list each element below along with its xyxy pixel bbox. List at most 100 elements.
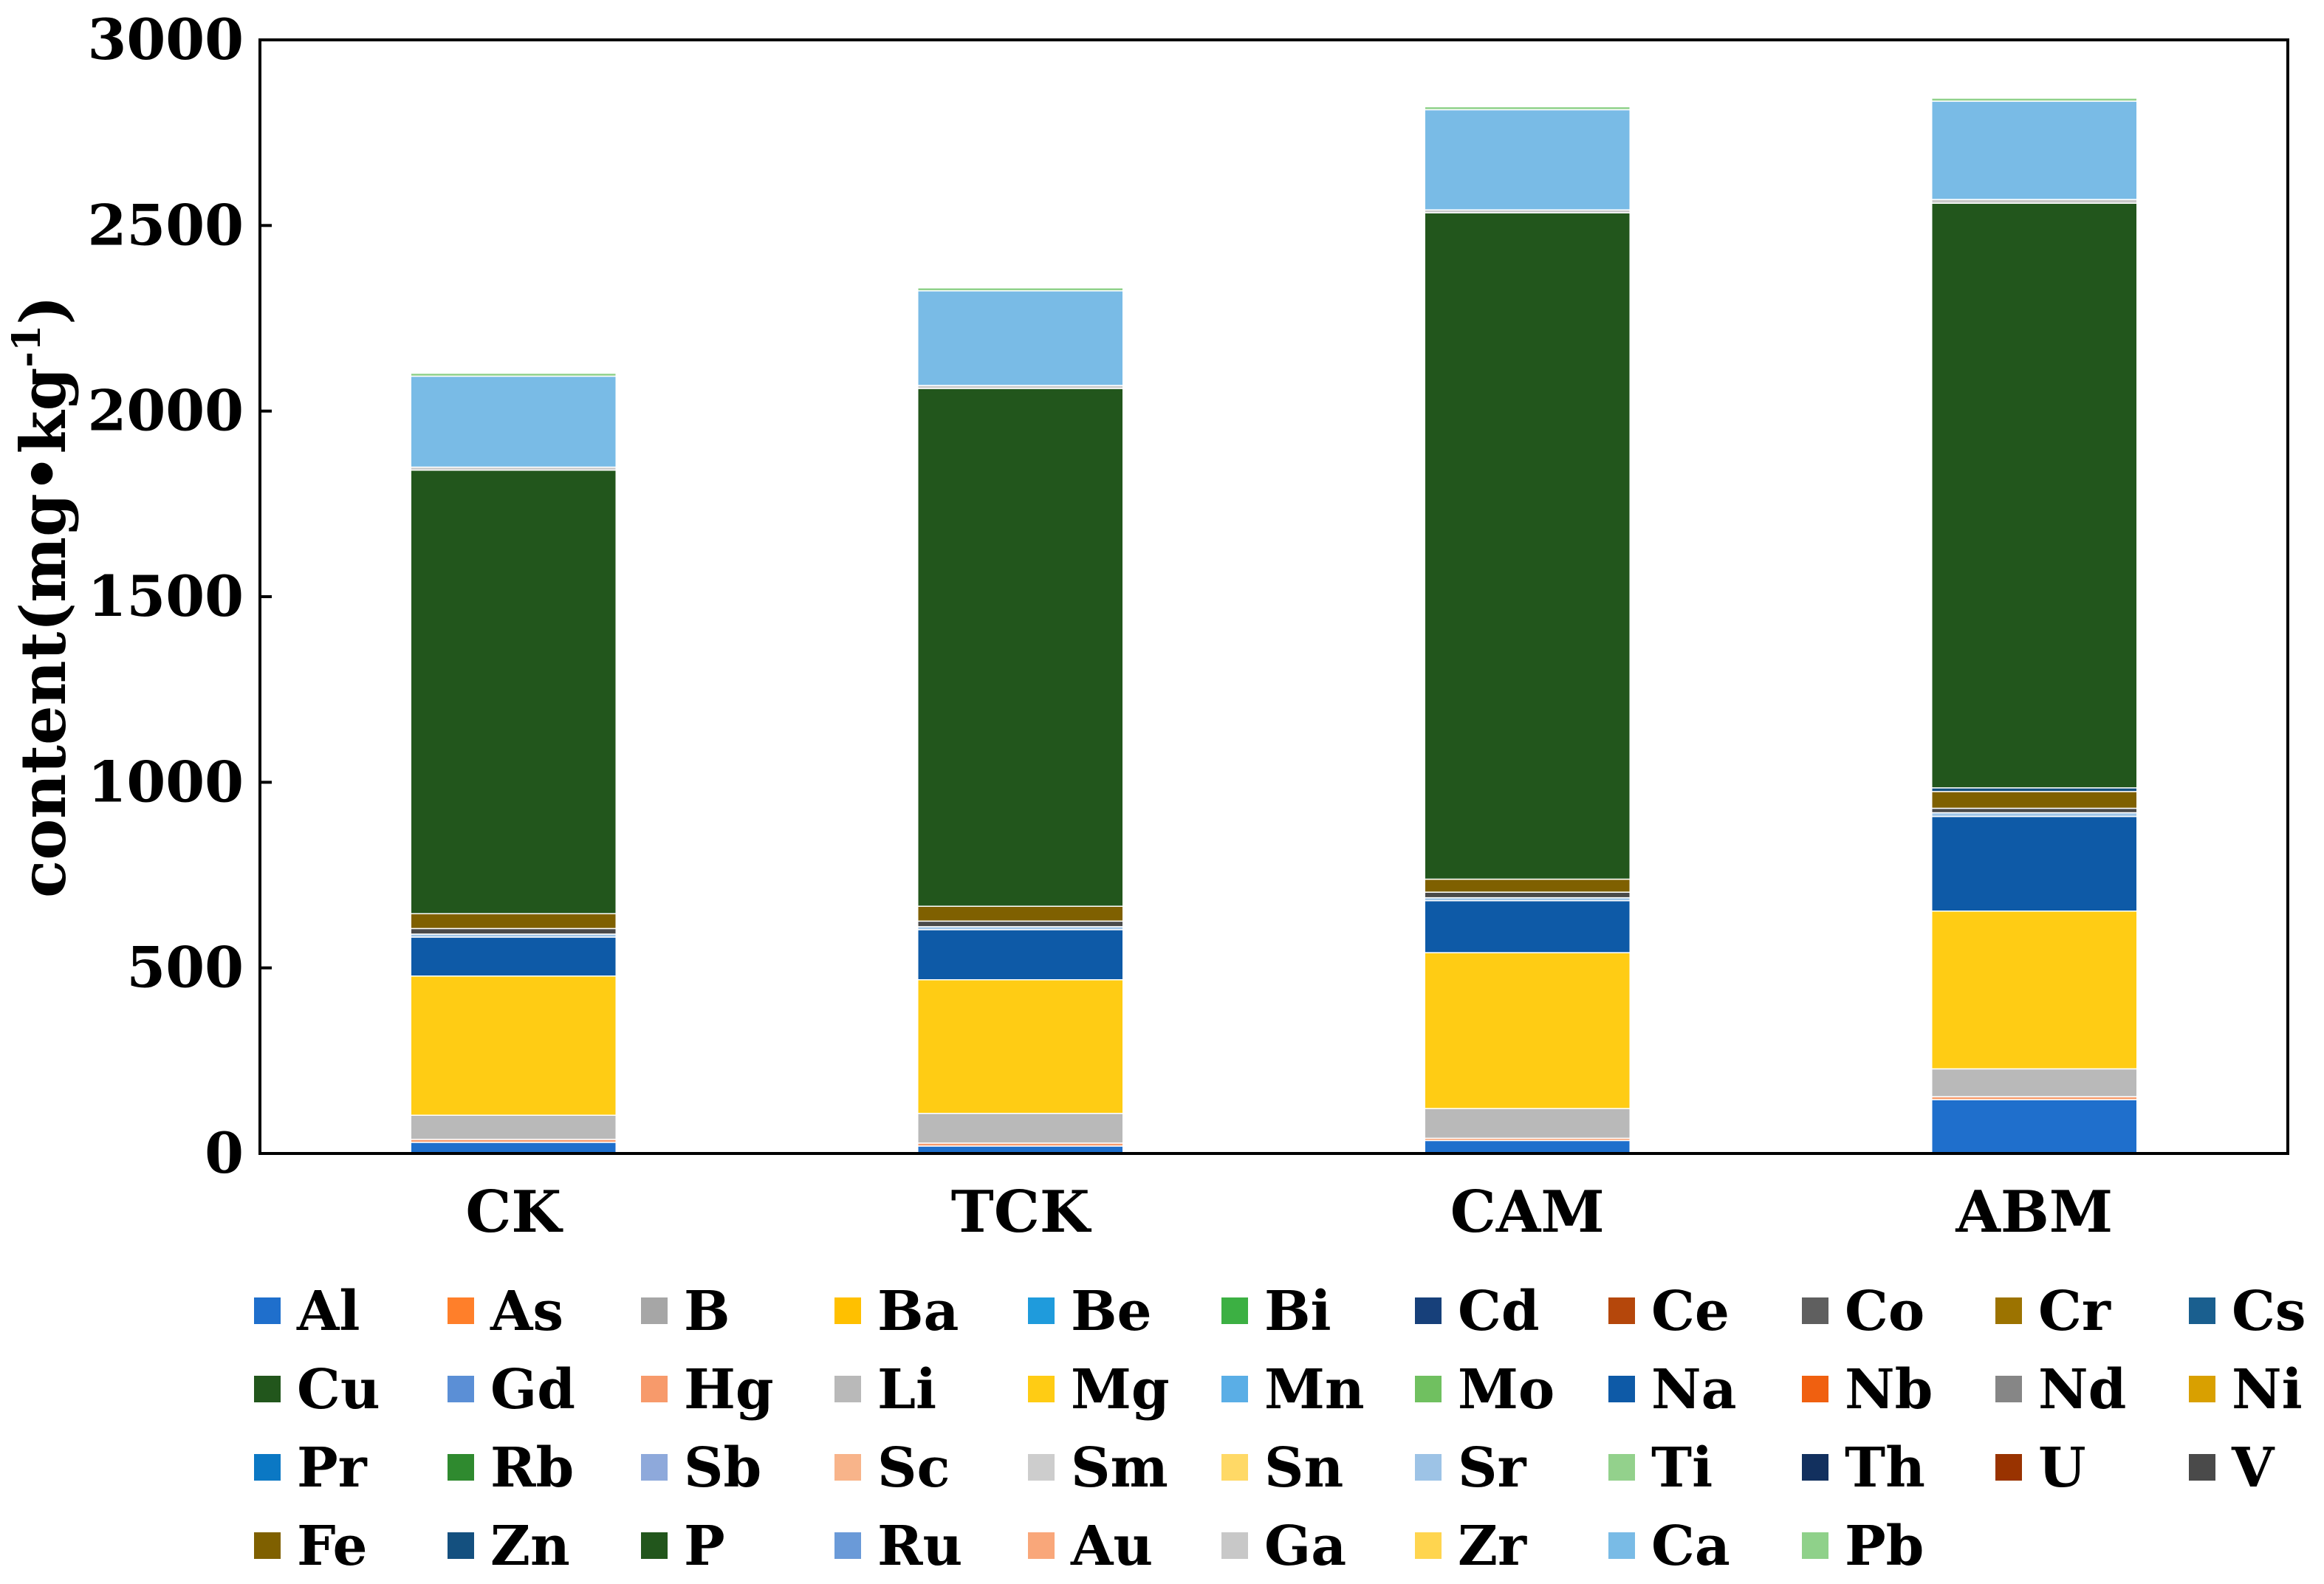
bar-abm-na	[1931, 815, 2138, 912]
legend-label-sc: Sc	[877, 1436, 950, 1500]
bar-tck-mg	[917, 979, 1124, 1114]
bar-abm-fe	[1931, 791, 2138, 809]
bar-ck-fe	[410, 913, 617, 930]
legend-label-u: U	[2038, 1436, 2086, 1500]
legend-label-cr: Cr	[2038, 1280, 2111, 1343]
legend-swatch-sc	[834, 1454, 861, 1481]
legend-label-bi: Bi	[1264, 1280, 1331, 1343]
bar-ck-v	[410, 928, 617, 935]
legend-swatch-li	[834, 1376, 861, 1402]
legend-label-ca: Ca	[1651, 1515, 1730, 1578]
y-tick-label-2000: 2000	[87, 378, 244, 444]
legend-label-co: Co	[1845, 1280, 1924, 1343]
legend-label-as: As	[490, 1280, 563, 1343]
legend-swatch-pb	[1802, 1532, 1828, 1559]
legend-swatch-ce	[1608, 1297, 1635, 1324]
bars-layer	[410, 97, 2138, 1154]
legend-label-ni: Ni	[2232, 1358, 2303, 1422]
bar-abm-sr	[1931, 812, 2138, 817]
legend-swatch-as	[448, 1297, 474, 1324]
y-axis-label: content(mg•kg-1)	[4, 295, 80, 898]
legend-swatch-rb	[448, 1454, 474, 1481]
bar-cam-li	[1424, 1108, 1631, 1139]
legend-label-ce: Ce	[1651, 1280, 1730, 1343]
legend-swatch-sb	[641, 1454, 668, 1481]
legend-swatch-sm	[1028, 1454, 1055, 1481]
bar-tck-v	[917, 920, 1124, 928]
legend-swatch-fe	[254, 1532, 281, 1559]
bar-tck-fe	[917, 905, 1124, 922]
legend-swatch-ga	[1221, 1532, 1248, 1559]
legend-label-hg: Hg	[684, 1358, 774, 1422]
legend-swatch-sn	[1221, 1454, 1248, 1481]
y-axis: 0 500 1000 1500 2000 2500 3000	[87, 7, 272, 1186]
legend-swatch-bi	[1221, 1297, 1248, 1324]
legend-label-zr: Zr	[1458, 1515, 1527, 1578]
legend-swatch-ba	[834, 1297, 861, 1324]
legend-swatch-p	[641, 1532, 668, 1559]
legend-swatch-zn	[448, 1532, 474, 1559]
legend-swatch-al	[254, 1297, 281, 1324]
legend-label-b: B	[684, 1280, 730, 1343]
bar-cam-pb	[1424, 106, 1631, 111]
legend-swatch-mg	[1028, 1376, 1055, 1402]
legend-label-ti: Ti	[1651, 1436, 1713, 1500]
legend-label-au: Au	[1070, 1515, 1153, 1578]
bar-abm-li	[1931, 1068, 2138, 1097]
legend-swatch-mn	[1221, 1376, 1248, 1402]
y-tick-label-1000: 1000	[87, 749, 244, 815]
legend-swatch-ru	[834, 1532, 861, 1559]
bar-cam-na	[1424, 899, 1631, 953]
legend-swatch-co	[1802, 1297, 1828, 1324]
legend-swatch-hg	[641, 1376, 668, 1402]
y-tick-label-500: 500	[126, 935, 244, 1001]
bar-ck-mg	[410, 975, 617, 1116]
legend-swatch-cd	[1415, 1297, 1442, 1324]
legend-label-sb: Sb	[684, 1436, 761, 1500]
legend-swatch-na	[1608, 1376, 1635, 1402]
legend-swatch-ti	[1608, 1454, 1635, 1481]
bar-cam-fe	[1424, 878, 1631, 893]
bar-abm-ca	[1931, 100, 2138, 200]
legend-swatch-nb	[1802, 1376, 1828, 1402]
bar-ck-li	[410, 1114, 617, 1140]
y-tick-label-3000: 3000	[87, 7, 244, 72]
legend-swatch-pr	[254, 1454, 281, 1481]
bar-ck-ca	[410, 375, 617, 468]
x-axis: CK TCK CAM ABM	[465, 1179, 2113, 1246]
legend-label-mn: Mn	[1264, 1358, 1365, 1422]
bar-abm-v	[1931, 807, 2138, 814]
legend-label-pb: Pb	[1845, 1515, 1924, 1578]
legend-label-sr: Sr	[1458, 1436, 1526, 1500]
bar-tck-na	[917, 929, 1124, 981]
legend-label-v: V	[2231, 1436, 2275, 1500]
x-tick-label-abm: ABM	[1955, 1179, 2113, 1246]
bar-abm-p	[1931, 202, 2138, 789]
legend-label-gd: Gd	[490, 1358, 575, 1422]
x-tick-label-tck: TCK	[951, 1179, 1092, 1246]
y-tick-label-2500: 2500	[87, 192, 244, 258]
legend-swatch-u	[1995, 1454, 2022, 1481]
legend-label-ga: Ga	[1264, 1515, 1346, 1578]
legend-label-be: Be	[1071, 1280, 1152, 1343]
bar-tck-pb	[917, 287, 1124, 292]
bar-cam-v	[1424, 891, 1631, 899]
y-tick-label-0: 0	[205, 1120, 244, 1186]
legend-swatch-mo	[1415, 1376, 1442, 1402]
bar-tck-p	[917, 388, 1124, 907]
x-tick-label-ck: CK	[465, 1179, 563, 1246]
bar-ck-al	[410, 1142, 617, 1154]
legend-label-mg: Mg	[1071, 1358, 1170, 1422]
legend-label-rb: Rb	[490, 1436, 574, 1500]
legend-label-th: Th	[1845, 1436, 1925, 1500]
bar-abm-pb	[1931, 97, 2138, 102]
legend-label-ba: Ba	[877, 1280, 959, 1343]
legend-label-zn: Zn	[490, 1515, 570, 1578]
bar-ck-pb	[410, 372, 617, 377]
legend-label-cu: Cu	[297, 1358, 380, 1422]
legend-swatch-be	[1028, 1297, 1055, 1324]
legend-label-p: P	[684, 1515, 725, 1578]
legend-swatch-b	[641, 1297, 668, 1324]
bar-ck-na	[410, 936, 617, 977]
bar-tck-ca	[917, 290, 1124, 386]
